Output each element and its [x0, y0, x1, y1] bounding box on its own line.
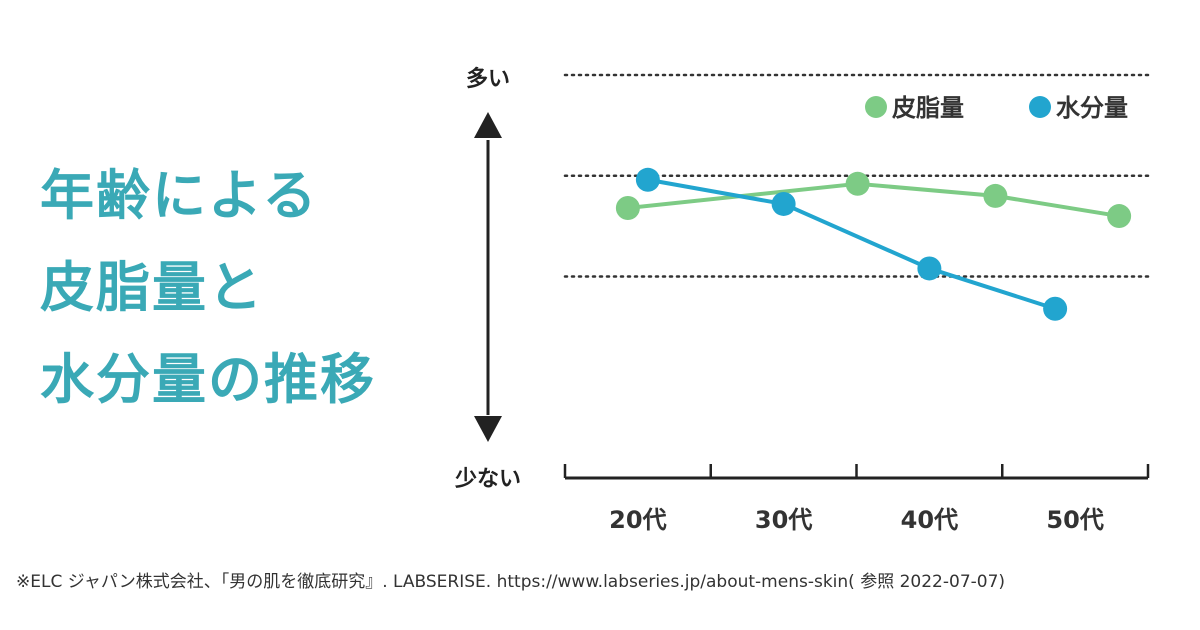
- legend-label-1: 水分量: [1056, 94, 1128, 122]
- x-tick-label: 40代: [901, 506, 958, 534]
- series-1-point-0: [635, 167, 660, 192]
- x-tick-label: 20代: [609, 506, 666, 534]
- x-tick-label: 30代: [755, 506, 812, 534]
- series-0-point-3: [1107, 204, 1132, 229]
- chart-title: 年齢による 皮脂量と 水分量の推移: [40, 150, 460, 426]
- series-1-point-1: [771, 191, 796, 216]
- series-0-point-1: [845, 171, 870, 196]
- legend-label-0: 皮脂量: [892, 94, 964, 122]
- chart-title-line-2: 皮脂量と: [40, 256, 264, 319]
- source-citation: ※ELC ジャパン株式会社、「男の肌を徹底研究』. LABSERISE. htt…: [16, 572, 1006, 592]
- y-axis-top-label: 多い: [466, 66, 510, 92]
- chart-title-line-1: 年齢による: [40, 164, 319, 227]
- legend-marker-0: [865, 96, 887, 118]
- x-tick-label: 50代: [1046, 506, 1103, 534]
- chart-title-line-3: 水分量の推移: [40, 348, 376, 411]
- series-0-point-0: [615, 195, 640, 220]
- y-axis-arrow-down: [474, 416, 502, 442]
- y-axis-bottom-label: 少ない: [454, 467, 521, 492]
- series-0-point-2: [983, 183, 1008, 208]
- y-axis-arrow-up: [474, 112, 502, 138]
- series-1-point-2: [917, 256, 942, 281]
- legend-marker-1: [1029, 96, 1051, 118]
- series-line-1: [647, 177, 1056, 311]
- line-chart: 多い 少ない 20代 30代 40代 50代 皮脂量 水分量: [454, 66, 1150, 534]
- series-1-point-3: [1043, 296, 1068, 321]
